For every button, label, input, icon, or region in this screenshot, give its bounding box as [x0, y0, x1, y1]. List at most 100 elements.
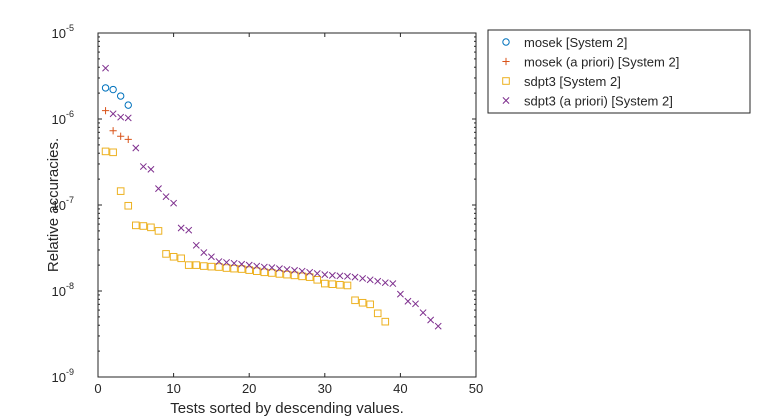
data-point [245, 261, 253, 269]
data-point [215, 258, 223, 266]
data-point [132, 221, 140, 230]
data-point [313, 275, 322, 284]
data-point [305, 273, 314, 281]
data-point [427, 316, 435, 324]
data-point [374, 277, 382, 285]
data-point [109, 148, 117, 157]
data-point [101, 107, 110, 115]
x-tick-label: 10 [166, 381, 180, 396]
data-point [230, 259, 238, 267]
data-point [109, 127, 117, 135]
data-point [245, 266, 253, 274]
data-point [222, 264, 231, 272]
data-point [117, 132, 125, 140]
legend-marker [502, 77, 510, 85]
data-point [117, 113, 125, 121]
legend-entry-label: sdpt3 (a priori) [System 2] [524, 94, 673, 109]
data-point [109, 110, 117, 118]
data-point [177, 224, 185, 232]
x-tick-label: 0 [94, 381, 101, 396]
data-point [185, 226, 193, 234]
data-point [328, 280, 337, 288]
data-point [283, 270, 291, 279]
data-point [139, 222, 148, 230]
data-point [321, 271, 329, 279]
y-tick-label: 10-9 [52, 367, 74, 385]
series-2 [101, 147, 390, 326]
data-point [147, 165, 155, 173]
data-point [283, 266, 291, 273]
data-point [177, 254, 185, 263]
data-point [351, 273, 359, 281]
series-1 [101, 107, 132, 143]
x-axis-label: Tests sorted by descending values. [170, 400, 403, 417]
axis-ticks: 0 10 20 30 40 50 10-9 10-8 10-7 10-6 10-5 [52, 23, 484, 396]
data-point [328, 271, 336, 279]
y-axis-label: Relative accuracies. [45, 138, 62, 272]
plot-frame [97, 32, 477, 378]
data-point [101, 147, 110, 156]
data-point [343, 281, 352, 290]
data-point [124, 101, 132, 109]
data-point [162, 193, 170, 201]
data-point [404, 297, 412, 305]
data-point [162, 250, 170, 258]
plot-area [97, 32, 477, 378]
data-point [381, 279, 389, 287]
legend-entry-label: mosek [System 2] [524, 35, 627, 50]
x-tick-label: 50 [469, 381, 483, 396]
data-point [366, 276, 374, 284]
data-point [351, 296, 359, 305]
data-point [298, 272, 306, 281]
data-point [366, 300, 374, 309]
data-point [207, 262, 216, 271]
data-point [268, 264, 276, 272]
data-point [275, 265, 283, 273]
legend-entry-label: sdpt3 [System 2] [524, 74, 621, 89]
data-point [237, 265, 246, 273]
x-tick-label: 30 [318, 381, 332, 396]
data-point [291, 266, 299, 274]
data-point [313, 269, 321, 277]
data-point [170, 199, 178, 207]
data-point [389, 280, 397, 288]
data-point [200, 262, 208, 270]
data-point [260, 263, 268, 271]
data-point [298, 267, 306, 275]
data-point [192, 241, 200, 249]
x-tick-label: 40 [393, 381, 407, 396]
data-point [359, 274, 367, 282]
y-tick-label: 10-8 [52, 281, 74, 299]
data-point [358, 298, 367, 307]
data-point [434, 322, 442, 330]
y-tick-label: 10-6 [52, 109, 74, 127]
data-point [101, 84, 110, 92]
data-point [268, 269, 276, 277]
data-point [275, 270, 284, 278]
data-point [230, 264, 238, 273]
data-point [139, 163, 147, 170]
data-point [306, 268, 314, 276]
legend-marker [502, 38, 510, 46]
data-point [184, 261, 193, 269]
data-point [290, 271, 299, 280]
data-point [321, 279, 329, 288]
data-point [124, 201, 133, 210]
y-tick-label: 10-5 [52, 23, 74, 41]
series-0 [101, 84, 132, 109]
data-point [169, 252, 178, 261]
data-point [344, 272, 351, 280]
legend-marker [502, 97, 510, 104]
legend-box [487, 29, 751, 114]
data-point [215, 263, 223, 271]
data-point [116, 187, 125, 195]
data-point [396, 290, 404, 298]
legend-marker [502, 57, 510, 66]
x-tick-label: 20 [242, 381, 256, 396]
data-point [102, 64, 110, 72]
data-point [223, 258, 230, 266]
data-point [200, 249, 208, 256]
legend: mosek [System 2] mosek (a priori) [System… [487, 29, 751, 114]
data-point [132, 144, 140, 152]
